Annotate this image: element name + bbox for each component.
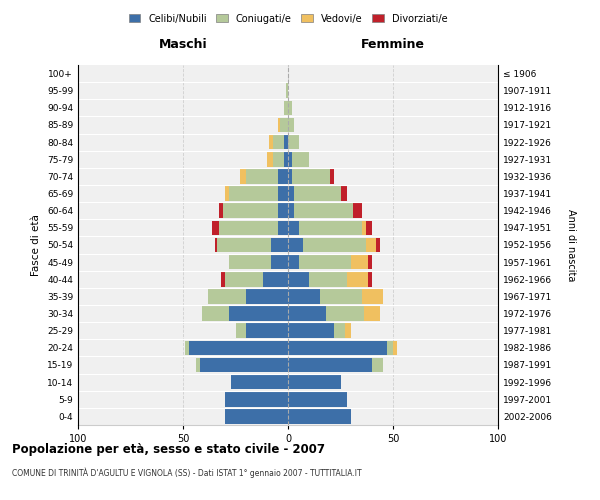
- Bar: [368, 272, 372, 286]
- Bar: [271, 238, 288, 252]
- Bar: [246, 289, 288, 304]
- Bar: [280, 118, 288, 132]
- Bar: [288, 324, 334, 338]
- Bar: [202, 306, 229, 321]
- Bar: [212, 220, 218, 235]
- Bar: [217, 238, 271, 252]
- Bar: [334, 324, 344, 338]
- Bar: [263, 272, 288, 286]
- Bar: [288, 100, 292, 115]
- Bar: [232, 375, 288, 390]
- Bar: [326, 306, 364, 321]
- Bar: [376, 238, 380, 252]
- Bar: [277, 204, 288, 218]
- Bar: [292, 169, 330, 184]
- Text: Popolazione per età, sesso e stato civile - 2007: Popolazione per età, sesso e stato civil…: [12, 442, 325, 456]
- Bar: [288, 358, 372, 372]
- Bar: [330, 169, 334, 184]
- Bar: [274, 152, 284, 166]
- Bar: [240, 169, 246, 184]
- Bar: [364, 306, 380, 321]
- Bar: [295, 186, 341, 201]
- Bar: [225, 409, 288, 424]
- Bar: [347, 272, 368, 286]
- Bar: [277, 186, 288, 201]
- Text: Maschi: Maschi: [158, 38, 208, 52]
- Bar: [288, 169, 292, 184]
- Bar: [288, 272, 309, 286]
- Bar: [288, 375, 341, 390]
- Bar: [189, 340, 288, 355]
- Bar: [288, 220, 299, 235]
- Bar: [269, 135, 274, 150]
- Bar: [215, 238, 217, 252]
- Bar: [208, 289, 246, 304]
- Bar: [299, 220, 361, 235]
- Bar: [277, 169, 288, 184]
- Y-axis label: Fasce di età: Fasce di età: [31, 214, 41, 276]
- Bar: [229, 255, 271, 270]
- Bar: [218, 220, 277, 235]
- Bar: [341, 186, 347, 201]
- Bar: [218, 204, 223, 218]
- Text: Femmine: Femmine: [361, 38, 425, 52]
- Bar: [185, 340, 189, 355]
- Bar: [288, 204, 295, 218]
- Bar: [229, 186, 277, 201]
- Bar: [267, 152, 274, 166]
- Bar: [288, 186, 295, 201]
- Bar: [288, 238, 303, 252]
- Bar: [223, 204, 277, 218]
- Bar: [196, 358, 200, 372]
- Bar: [284, 152, 288, 166]
- Bar: [288, 118, 295, 132]
- Bar: [366, 220, 372, 235]
- Bar: [368, 255, 372, 270]
- Bar: [288, 135, 299, 150]
- Y-axis label: Anni di nascita: Anni di nascita: [566, 209, 576, 281]
- Bar: [292, 152, 309, 166]
- Bar: [387, 340, 393, 355]
- Bar: [320, 289, 361, 304]
- Bar: [345, 324, 351, 338]
- Bar: [225, 392, 288, 406]
- Bar: [225, 186, 229, 201]
- Bar: [372, 358, 383, 372]
- Bar: [229, 306, 288, 321]
- Bar: [361, 220, 366, 235]
- Bar: [288, 152, 292, 166]
- Bar: [274, 135, 284, 150]
- Bar: [288, 306, 326, 321]
- Bar: [361, 289, 383, 304]
- Bar: [288, 340, 387, 355]
- Text: COMUNE DI TRINITÀ D'AGULTU E VIGNOLA (SS) - Dati ISTAT 1° gennaio 2007 - TUTTITA: COMUNE DI TRINITÀ D'AGULTU E VIGNOLA (SS…: [12, 468, 362, 478]
- Bar: [225, 272, 263, 286]
- Bar: [221, 272, 225, 286]
- Bar: [200, 358, 288, 372]
- Bar: [351, 255, 368, 270]
- Bar: [303, 238, 366, 252]
- Bar: [235, 324, 246, 338]
- Legend: Celibi/Nubili, Coniugati/e, Vedovi/e, Divorziati/e: Celibi/Nubili, Coniugati/e, Vedovi/e, Di…: [125, 10, 451, 28]
- Bar: [295, 204, 353, 218]
- Bar: [284, 100, 288, 115]
- Bar: [393, 340, 397, 355]
- Bar: [288, 289, 320, 304]
- Bar: [286, 84, 288, 98]
- Bar: [246, 169, 277, 184]
- Bar: [277, 220, 288, 235]
- Bar: [288, 255, 299, 270]
- Bar: [299, 255, 351, 270]
- Bar: [288, 392, 347, 406]
- Bar: [366, 238, 376, 252]
- Bar: [277, 118, 280, 132]
- Bar: [284, 135, 288, 150]
- Bar: [246, 324, 288, 338]
- Bar: [309, 272, 347, 286]
- Bar: [271, 255, 288, 270]
- Bar: [353, 204, 361, 218]
- Bar: [288, 409, 351, 424]
